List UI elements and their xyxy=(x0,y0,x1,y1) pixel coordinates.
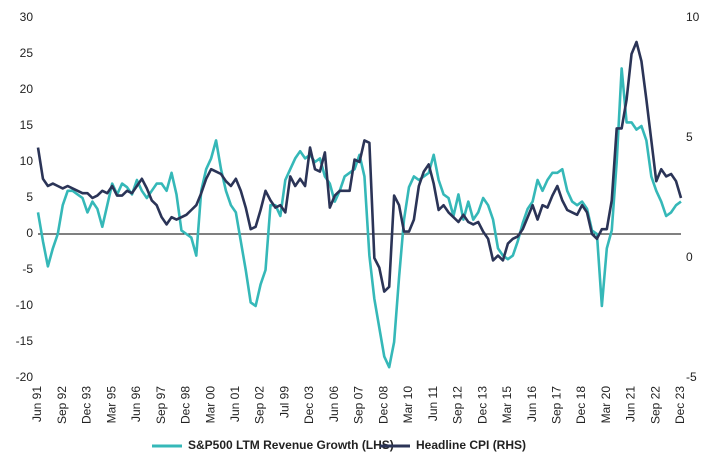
x-tick-label: Sep 02 xyxy=(253,386,267,424)
x-tick-label: Dec 08 xyxy=(376,386,390,424)
y-tick-label: -15 xyxy=(16,334,34,348)
x-tick-label: Jun 91 xyxy=(30,386,44,422)
x-tick-label: Mar 15 xyxy=(500,386,514,424)
legend-label: S&P500 LTM Revenue Growth (LHS) xyxy=(188,438,394,452)
x-tick-label: Jun 21 xyxy=(624,386,638,422)
x-tick-label: Sep 97 xyxy=(154,386,168,424)
y2-tick-label: 0 xyxy=(686,250,693,264)
y2-tick-label: 10 xyxy=(686,10,700,24)
y-tick-label: -10 xyxy=(16,298,34,312)
x-tick-label: Mar 20 xyxy=(599,386,613,424)
series-line xyxy=(36,67,682,369)
x-tick-label: Jun 11 xyxy=(426,386,440,421)
x-tick-label: Jun 06 xyxy=(327,386,341,422)
y-tick-label: 5 xyxy=(26,190,33,204)
x-tick-label: Jul 99 xyxy=(277,386,291,418)
x-tick-label: Mar 10 xyxy=(401,386,415,424)
x-tick-label: Jun 16 xyxy=(525,386,539,422)
y2-tick-label: 5 xyxy=(686,130,693,144)
x-tick-label: Sep 92 xyxy=(55,386,69,424)
x-tick-label: Dec 18 xyxy=(574,386,588,424)
x-tick-label: Dec 98 xyxy=(179,386,193,424)
x-tick-label: Jun 01 xyxy=(228,386,242,422)
x-tick-label: Mar 00 xyxy=(203,386,217,424)
x-tick-label: Dec 13 xyxy=(475,386,489,424)
x-tick-label: Mar 95 xyxy=(104,386,118,424)
y-tick-label: -20 xyxy=(16,370,34,384)
series-line xyxy=(36,40,683,293)
x-tick-label: Sep 07 xyxy=(352,386,366,424)
x-tick-label: Sep 22 xyxy=(648,386,662,424)
y-tick-label: 30 xyxy=(20,10,34,24)
y-tick-label: 10 xyxy=(20,154,34,168)
y-tick-label: 15 xyxy=(20,118,34,132)
x-tick-label: Sep 17 xyxy=(550,386,564,424)
x-tick-label: Dec 93 xyxy=(80,386,94,424)
x-tick-label: Jun 96 xyxy=(129,386,143,422)
y-tick-label: -5 xyxy=(22,262,33,276)
y-tick-label: 25 xyxy=(20,46,34,60)
x-tick-label: Sep 12 xyxy=(451,386,465,424)
y-tick-label: 0 xyxy=(26,226,33,240)
x-tick-label: Dec 23 xyxy=(673,386,687,424)
legend-label: Headline CPI (RHS) xyxy=(416,438,526,452)
y-tick-label: 20 xyxy=(20,82,34,96)
y2-tick-label: -5 xyxy=(686,370,697,384)
x-tick-label: Dec 03 xyxy=(302,386,316,424)
